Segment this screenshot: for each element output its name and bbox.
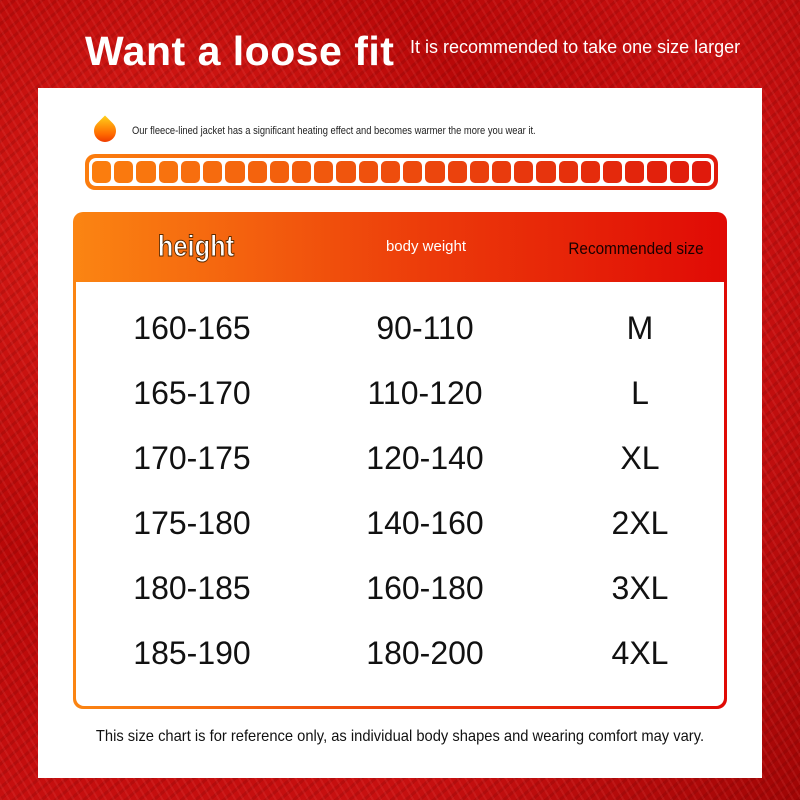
height-cell: 170-175 (133, 440, 251, 476)
heat-segment (558, 161, 578, 183)
heat-segment (580, 161, 601, 183)
table-row: 165-170 110-120 L (76, 375, 724, 415)
heat-segment (447, 161, 467, 183)
weight-cell: 140-160 (366, 505, 484, 541)
heat-bar-track (89, 158, 714, 186)
heat-segment (158, 161, 178, 183)
table-row: 170-175 120-140 XL (76, 440, 724, 480)
heat-segment (203, 161, 223, 183)
size-cell: 3XL (611, 570, 669, 606)
table-row: 185-190 180-200 4XL (76, 635, 724, 675)
heat-segment (114, 161, 134, 183)
heating-notice: Our fleece-lined jacket has a significan… (88, 116, 607, 146)
page-title: Want a loose fit (85, 28, 395, 74)
flame-icon (88, 116, 126, 146)
heat-segment (380, 161, 401, 183)
heat-segment (247, 161, 267, 183)
table-row: 180-185 160-180 3XL (76, 570, 724, 610)
size-cell: 2XL (611, 505, 669, 541)
heat-segment (669, 161, 689, 183)
table-row: 160-165 90-110 M (76, 310, 724, 350)
page-subtitle: It is recommended to take one size large… (410, 37, 741, 57)
heat-segment (180, 161, 201, 183)
heat-segment (491, 161, 512, 183)
height-cell: 180-185 (133, 570, 251, 606)
heat-level-bar (85, 154, 718, 190)
heat-segment (336, 161, 356, 183)
heat-segment (314, 161, 334, 183)
weight-cell: 160-180 (366, 570, 484, 606)
height-cell: 160-165 (133, 310, 251, 346)
heat-segment (536, 161, 556, 183)
header-weight: body weight (385, 238, 467, 255)
size-cell: XL (620, 440, 660, 476)
heat-segment (225, 161, 245, 183)
heat-segment (625, 161, 645, 183)
heat-segment (647, 161, 667, 183)
disclaimer: This size chart is for reference only, a… (95, 728, 705, 745)
table-row: 175-180 140-160 2XL (76, 505, 724, 545)
header-height: height (157, 230, 235, 264)
heat-segment (358, 161, 378, 183)
heat-segment (469, 161, 489, 183)
heat-segment (92, 161, 112, 183)
weight-cell: 110-120 (367, 375, 483, 411)
notice-text: Our fleece-lined jacket has a significan… (132, 125, 536, 137)
heat-segment (269, 161, 289, 183)
heat-segment (136, 161, 156, 183)
size-cell: 4XL (611, 635, 669, 671)
weight-cell: 120-140 (366, 440, 484, 476)
heat-segment (403, 161, 423, 183)
heat-segment (603, 161, 623, 183)
header-size: Recommended size (568, 239, 704, 258)
heat-segment (514, 161, 534, 183)
size-cell: L (631, 375, 649, 411)
weight-cell: 90-110 (376, 310, 474, 346)
weight-cell: 180-200 (366, 635, 484, 671)
height-cell: 165-170 (133, 375, 251, 411)
size-table: height body weight Recommended size 160-… (73, 212, 727, 709)
size-cell: M (626, 310, 654, 346)
heat-segment (425, 161, 445, 183)
table-header: height body weight Recommended size (76, 212, 724, 282)
heat-segment (291, 161, 312, 183)
heat-segment (691, 161, 712, 183)
height-cell: 175-180 (133, 505, 251, 541)
height-cell: 185-190 (133, 635, 251, 671)
table-body: 160-165 90-110 M 165-170 110-120 L 170-175 120-… (76, 282, 724, 706)
